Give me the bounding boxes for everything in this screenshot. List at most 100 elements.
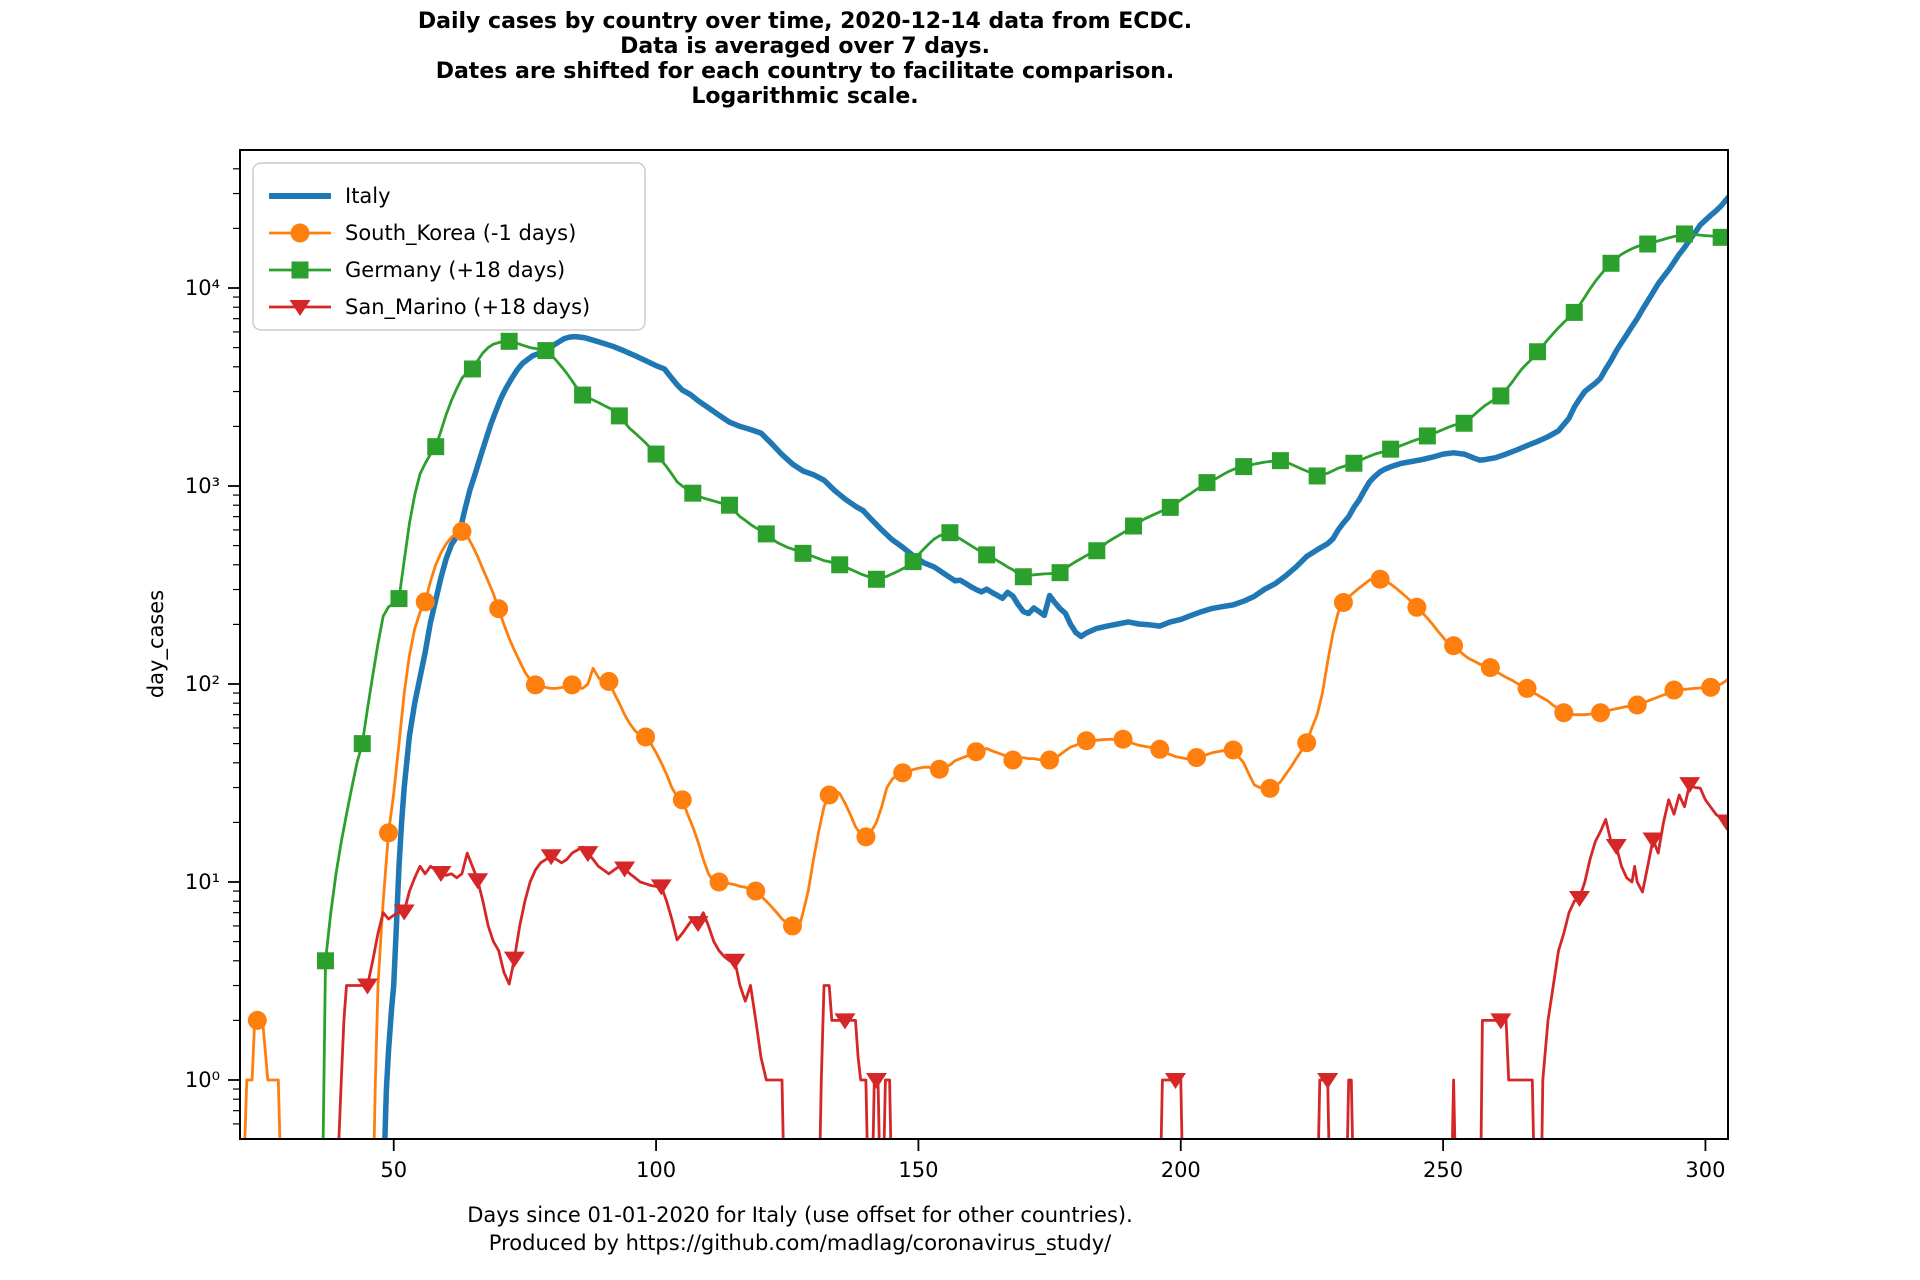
data-point-circle — [562, 675, 582, 695]
data-point-circle — [1076, 731, 1096, 751]
y-tick-label: 10³ — [185, 474, 220, 498]
data-point-triangle — [1605, 838, 1627, 855]
data-point-square — [1308, 467, 1326, 485]
data-point-circle — [1517, 678, 1537, 698]
chart-title-line-2: Data is averaged over 7 days. — [620, 34, 990, 59]
data-point-circle — [452, 521, 472, 541]
data-point-square — [1602, 254, 1620, 272]
data-point-square — [867, 570, 885, 588]
data-point-triangle — [1569, 891, 1591, 908]
data-point-circle — [709, 872, 729, 892]
data-point-square — [1639, 235, 1657, 253]
data-point-square — [721, 496, 739, 514]
data-point-triangle — [724, 953, 746, 970]
data-point-circle — [1223, 740, 1243, 760]
data-point-square — [1455, 414, 1473, 432]
data-point-square — [1125, 517, 1143, 535]
data-point-square — [794, 544, 812, 562]
series-line — [1159, 1078, 1184, 1139]
series-germany-18-days — [317, 225, 1728, 1139]
data-point-square — [1529, 343, 1547, 361]
data-point-circle — [1333, 593, 1353, 613]
series-line — [1540, 782, 1728, 1139]
data-point-square — [610, 407, 628, 425]
y-tick-label: 10² — [185, 672, 220, 696]
data-point-triangle — [1642, 832, 1664, 849]
x-tick-label: 150 — [898, 1158, 938, 1182]
data-point-square — [1014, 568, 1032, 586]
data-point-circle — [290, 223, 310, 243]
x-tick-label: 200 — [1161, 1158, 1201, 1182]
data-point-circle — [599, 671, 619, 691]
data-point-circle — [1260, 778, 1280, 798]
legend: Italy South_Korea (-1 days) Germany (+18 d… — [252, 162, 646, 331]
data-point-circle — [819, 785, 839, 805]
data-point-square — [1235, 458, 1253, 476]
data-point-circle — [1407, 597, 1427, 617]
x-tick-label: 250 — [1423, 1158, 1463, 1182]
data-point-square — [831, 556, 849, 574]
data-point-square — [941, 524, 959, 542]
data-point-triangle — [289, 300, 311, 316]
data-point-circle — [1554, 703, 1574, 723]
plot-area — [239, 149, 1729, 1140]
chart-title-line-3: Dates are shifted for each country to fa… — [436, 59, 1175, 84]
x-major-ticks: 50 100 150 200 250 300 — [380, 1139, 1725, 1182]
series-line — [1479, 1019, 1535, 1139]
data-point-circle — [782, 916, 802, 936]
legend-label: San_Marino (+18 days) — [345, 295, 590, 320]
data-point-square — [1492, 387, 1510, 405]
legend-item-italy: Italy — [269, 184, 391, 208]
data-point-circle — [1664, 680, 1684, 700]
data-point-square — [427, 438, 445, 456]
data-point-square — [1418, 427, 1436, 445]
data-point-triangle — [865, 1072, 887, 1089]
series-line — [337, 845, 785, 1139]
data-point-square — [500, 332, 518, 350]
data-point-square — [1271, 452, 1289, 470]
series-line — [871, 1078, 881, 1139]
legend-box — [252, 162, 646, 331]
data-point-triangle — [467, 873, 489, 890]
data-point-square — [537, 342, 555, 360]
data-point-triangle — [614, 861, 636, 878]
data-point-circle — [1480, 658, 1500, 678]
data-point-square — [1382, 440, 1400, 458]
data-point-circle — [1003, 750, 1023, 770]
x-tick-label: 50 — [380, 1158, 407, 1182]
series-italy — [382, 194, 1728, 1139]
data-point-square — [1675, 225, 1693, 243]
data-point-triangle — [540, 849, 562, 866]
data-point-square — [978, 546, 996, 564]
data-point-triangle — [1317, 1072, 1339, 1089]
data-point-square — [317, 952, 335, 970]
series-layer — [243, 194, 1728, 1139]
data-point-triangle — [1490, 1013, 1512, 1030]
data-point-circle — [1113, 729, 1133, 749]
data-point-circle — [1627, 695, 1647, 715]
data-point-circle — [1186, 748, 1206, 768]
series-line — [1346, 1078, 1354, 1139]
legend-label: Germany (+18 days) — [345, 258, 565, 282]
data-point-circle — [415, 592, 435, 612]
data-point-triangle — [577, 846, 599, 863]
data-point-triangle — [503, 951, 525, 968]
y-tick-label: 10¹ — [185, 870, 220, 894]
series-line — [321, 232, 1728, 1139]
series-line — [372, 530, 1728, 1139]
data-point-square — [1565, 303, 1583, 321]
y-minor-ticks — [233, 168, 240, 1125]
chart-title-line-4: Logarithmic scale. — [691, 84, 918, 109]
y-tick-label: 10⁰ — [185, 1068, 220, 1092]
data-point-circle — [893, 763, 913, 783]
series-line — [1317, 1078, 1331, 1139]
data-point-square — [1088, 542, 1106, 560]
legend-label: South_Korea (-1 days) — [345, 221, 576, 246]
data-point-square — [757, 525, 775, 543]
data-point-circle — [1701, 677, 1721, 697]
data-point-square — [353, 735, 371, 753]
series-line — [882, 1078, 893, 1139]
data-point-triangle — [650, 879, 672, 896]
data-point-triangle — [834, 1013, 856, 1030]
